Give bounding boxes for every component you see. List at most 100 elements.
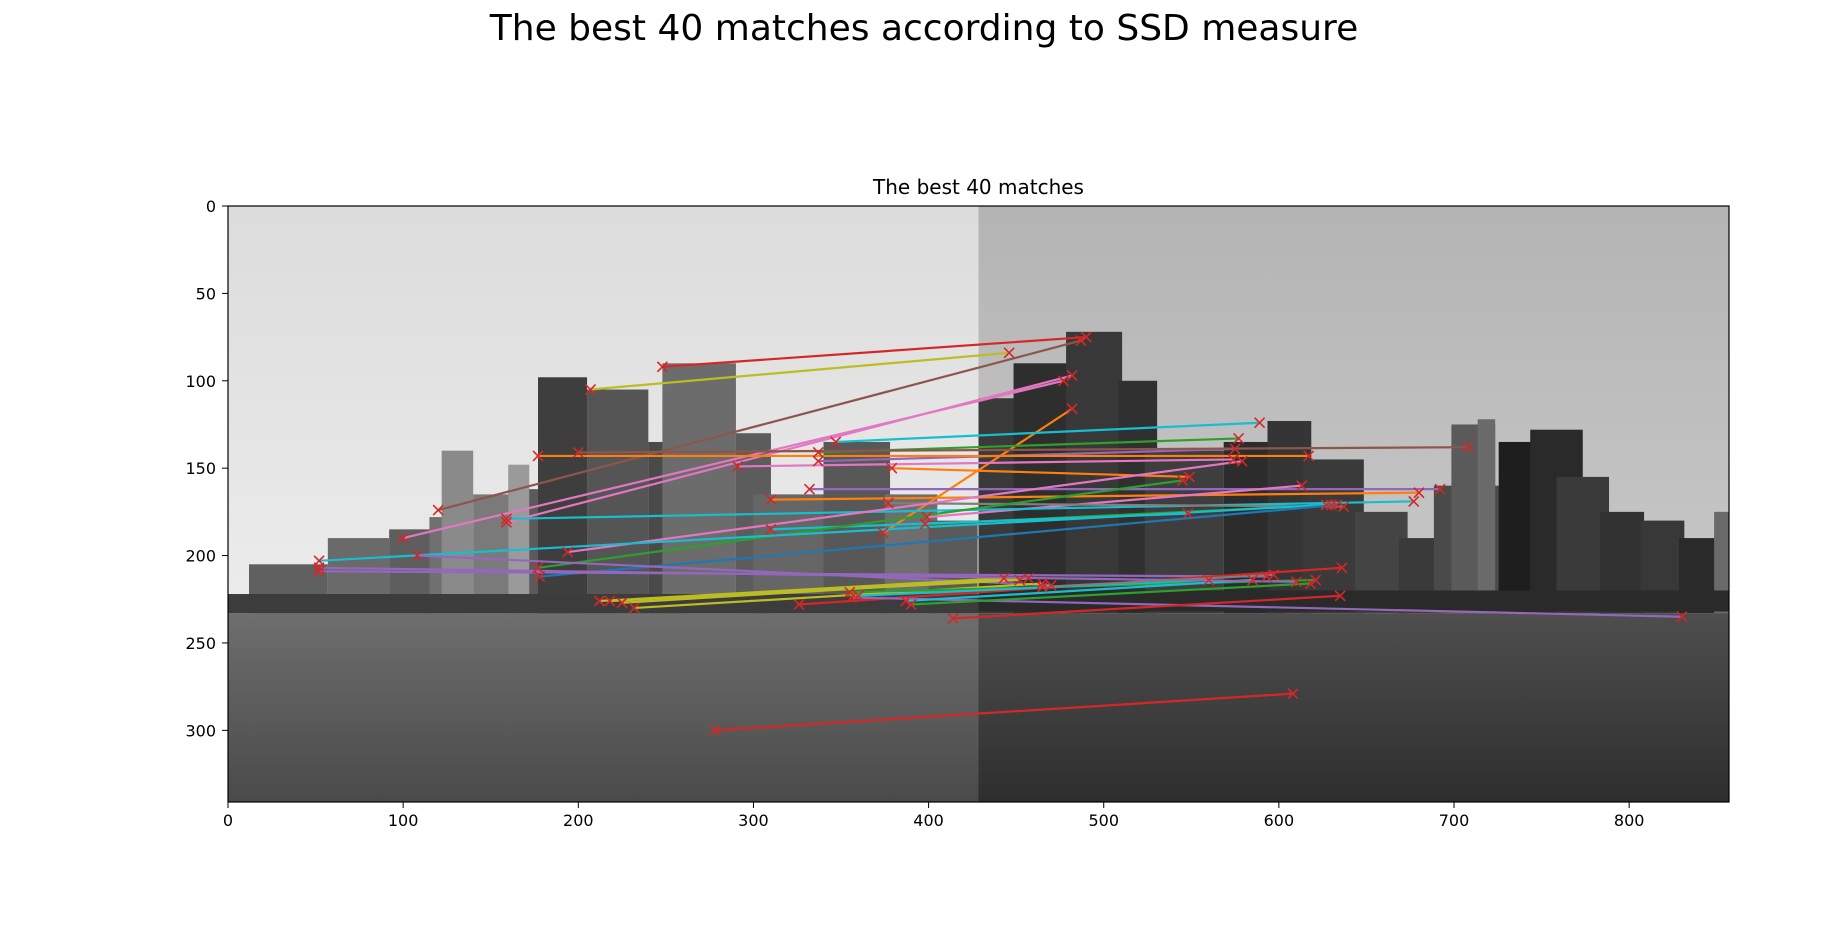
left-building	[508, 464, 530, 614]
keypoint-marker-26a	[313, 565, 325, 577]
keypoint-marker-9b	[1229, 443, 1241, 455]
keypoint-marker-32b	[1676, 611, 1688, 623]
match-line-15	[770, 491, 1420, 501]
match-line-1	[662, 335, 1087, 368]
match-lines	[319, 335, 1682, 732]
x-tick-label: 300	[738, 811, 769, 830]
match-line-25	[417, 554, 1052, 587]
keypoint-marker-36b	[1014, 574, 1026, 586]
match-line-33	[905, 578, 1253, 603]
keypoint-marker-35a	[709, 724, 721, 736]
keypoint-marker-21b	[1236, 455, 1248, 467]
match-line-12	[737, 458, 1234, 468]
keypoint-marker-33b	[1247, 574, 1259, 586]
match-line-23	[319, 503, 1327, 562]
right-building	[1477, 419, 1496, 614]
y-tick-label: 200	[185, 547, 216, 566]
match-line-7	[835, 421, 1260, 444]
y-tick-label: 50	[196, 284, 216, 303]
keypoint-marker-33a	[900, 595, 912, 607]
match-line-2	[590, 351, 1010, 391]
keypoint-marker-10a	[572, 446, 584, 459]
match-line-29	[634, 582, 1043, 610]
keypoint-marker-8b	[1233, 432, 1245, 445]
keypoint-marker-24b	[1331, 499, 1343, 511]
keypoint-marker-7b	[1254, 417, 1266, 429]
x-tick-label: 700	[1439, 811, 1470, 830]
keypoint-marker-31a	[793, 598, 805, 611]
keypoint-marker-28b	[1022, 572, 1034, 584]
keypoint-marker-23b	[1320, 499, 1332, 511]
keypoint-marker-38a	[905, 598, 917, 611]
keypoint-marker-26b	[1261, 570, 1273, 583]
y-tick-label: 100	[185, 372, 216, 391]
keypoint-marker-13b	[1183, 471, 1196, 483]
match-line-39	[319, 566, 1297, 583]
keypoint-marker-32a	[845, 591, 858, 604]
keypoint-marker-9a	[812, 455, 824, 467]
x-tick-label: 800	[1614, 811, 1645, 830]
keypoint-marker-14b	[1434, 483, 1446, 495]
keypoint-marker-22a	[532, 562, 544, 574]
x-tick-label: 600	[1264, 811, 1295, 830]
keypoint-marker-21a	[562, 546, 574, 558]
y-axis: 0 50 100 150 200 250 300	[185, 197, 228, 740]
keypoint-marker-4b	[1057, 375, 1070, 387]
keypoint-marker-11b	[1303, 450, 1315, 462]
keypoint-marker-34a	[947, 612, 959, 625]
keypoint-marker-40a	[1036, 581, 1048, 593]
keypoint-marker-28a	[616, 597, 628, 609]
keypoint-marker-31b	[1336, 562, 1348, 574]
match-line-24	[539, 503, 1337, 578]
keypoint-marker-7a	[830, 436, 842, 448]
keypoint-marker-29b	[1036, 577, 1048, 590]
keypoint-marker-20a	[765, 523, 777, 535]
left-building	[587, 389, 649, 614]
right-building	[1714, 511, 1729, 614]
keypoint-marker-27b	[998, 572, 1010, 584]
match-line-36	[609, 578, 1020, 603]
match-line-21	[567, 460, 1243, 554]
match-line-18	[888, 502, 1344, 508]
keypoint-marker-19a	[919, 518, 931, 530]
keypoint-marker-16b	[1296, 480, 1308, 492]
keypoint-marker-17a	[500, 513, 513, 525]
y-tick-label: 250	[185, 634, 216, 653]
figure-suptitle: The best 40 matches according to SSD mea…	[489, 8, 1359, 49]
keypoint-marker-22b	[1176, 474, 1189, 486]
keypoint-marker-1b	[1080, 331, 1092, 343]
match-line-34	[953, 594, 1341, 620]
keypoint-marker-39a	[313, 562, 325, 574]
keypoint-marker-12a	[732, 460, 744, 472]
keypoint-markers	[313, 331, 1688, 736]
match-line-37	[858, 578, 1209, 597]
x-tick-label: 100	[388, 811, 419, 830]
match-line-35	[714, 692, 1293, 732]
x-tick-label: 0	[223, 811, 233, 830]
keypoint-marker-6a	[877, 527, 889, 539]
keypoint-marker-5a	[500, 516, 513, 528]
keypoint-marker-25b	[1045, 579, 1057, 591]
keypoint-marker-15a	[765, 494, 777, 506]
keypoint-marker-3b	[1075, 335, 1087, 347]
keypoint-marker-20b	[1182, 508, 1194, 520]
keypoint-marker-36a	[604, 595, 616, 607]
keypoint-marker-18b	[1338, 501, 1350, 513]
keypoint-marker-27a	[593, 595, 605, 607]
match-line-22	[537, 479, 1183, 569]
keypoint-marker-25a	[411, 549, 423, 562]
keypoint-marker-18a	[882, 497, 894, 509]
y-tick-label: 300	[185, 721, 216, 740]
keypoint-marker-2b	[1003, 347, 1015, 359]
keypoint-marker-15b	[1413, 487, 1425, 499]
keypoint-marker-38b	[1304, 577, 1316, 590]
keypoint-marker-24a	[534, 570, 546, 583]
keypoint-marker-37b	[1203, 574, 1215, 586]
right-image-water	[978, 613, 1729, 802]
match-line-16	[926, 484, 1302, 519]
keypoint-marker-35b	[1287, 688, 1299, 700]
keypoint-marker-8a	[812, 446, 824, 459]
right-building	[1302, 459, 1364, 614]
match-line-10	[578, 446, 1469, 454]
